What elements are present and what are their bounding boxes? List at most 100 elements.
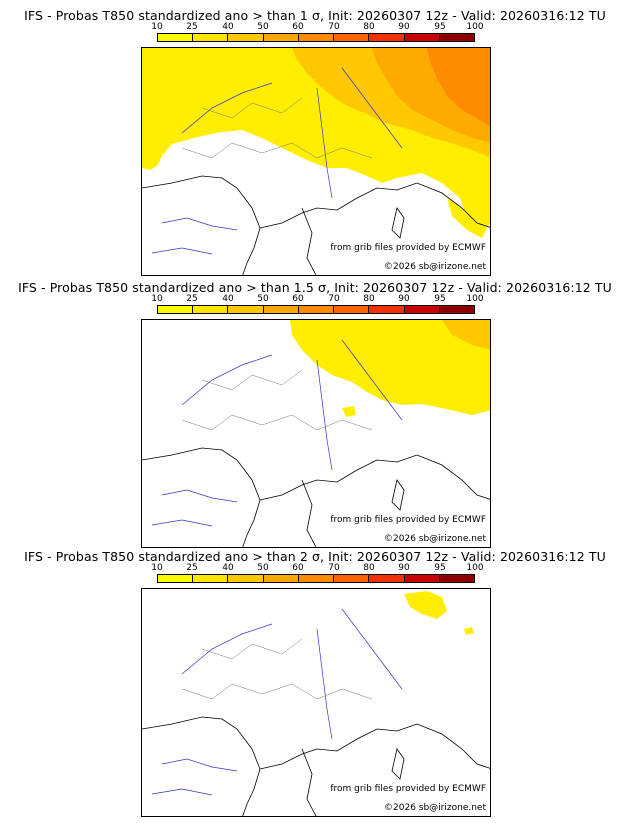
coastline (142, 716, 261, 816)
panel-1-sigma: IFS - Probas T850 standardized ano > tha… (0, 8, 630, 278)
colorbar-label: 50 (257, 294, 269, 304)
river (316, 628, 333, 740)
copyright: ©2026 sb@irizone.net (384, 534, 486, 544)
colorbar-swatch (298, 306, 335, 313)
prob-shade-10 (464, 627, 474, 635)
river (151, 247, 213, 255)
colorbar-swatch (298, 34, 335, 41)
region-border (181, 683, 373, 700)
colorbar-label: 100 (466, 294, 484, 304)
colorbar (157, 33, 475, 42)
corsica-outline (391, 748, 405, 780)
river (316, 359, 333, 471)
source-credit: from grib files provided by ECMWF (330, 784, 486, 794)
colorbar-swatch (158, 34, 194, 41)
colorbar-swatch (334, 34, 370, 41)
prob-shade-10 (404, 591, 447, 619)
colorbar-label: 10 (151, 563, 163, 573)
colorbar (157, 305, 475, 314)
colorbar-swatch (263, 34, 299, 41)
colorbar-label: 50 (257, 563, 269, 573)
colorbar-label: 60 (292, 22, 304, 32)
panel-2-sigma: IFS - Probas T850 standardized ano > tha… (0, 549, 630, 819)
river (181, 354, 273, 406)
map-graphic (142, 591, 490, 816)
colorbar-swatch (158, 575, 194, 582)
colorbar-swatch (334, 306, 370, 313)
corsica-outline (391, 207, 405, 239)
probability-map: from grib files provided by ECMWF ©2026 … (141, 47, 491, 276)
colorbar-swatch (369, 306, 405, 313)
river (341, 608, 403, 690)
colorbar-label: 95 (434, 563, 446, 573)
prob-shade-10 (290, 320, 490, 415)
colorbar-label: 60 (292, 294, 304, 304)
prob-shade-10 (342, 406, 356, 417)
probability-map: from grib files provided by ECMWF ©2026 … (141, 319, 491, 548)
colorbar-label: 40 (222, 563, 234, 573)
colorbar-swatch (228, 306, 264, 313)
colorbar-label: 40 (222, 294, 234, 304)
colorbar-swatch (404, 306, 440, 313)
prob-shade-italy (447, 198, 487, 238)
river (161, 217, 238, 231)
colorbar-swatch (193, 34, 229, 41)
colorbar-swatch (228, 34, 264, 41)
river (151, 788, 213, 796)
panel-title: IFS - Probas T850 standardized ano > tha… (18, 280, 612, 295)
colorbar-swatch (439, 34, 474, 41)
colorbar-swatch (404, 575, 440, 582)
colorbar-label: 70 (328, 294, 340, 304)
corsica-outline (391, 479, 405, 511)
colorbar-label: 95 (434, 294, 446, 304)
panel-title: IFS - Probas T850 standardized ano > tha… (24, 8, 606, 23)
border-line (259, 723, 490, 770)
map-graphic (142, 48, 490, 275)
colorbar-label: 70 (328, 22, 340, 32)
coastline (142, 447, 261, 547)
coastline-med (301, 748, 317, 816)
source-credit: from grib files provided by ECMWF (330, 243, 486, 253)
coastline-med (301, 207, 317, 275)
colorbar-swatch (369, 575, 405, 582)
colorbar-labels: 10 25 40 50 60 70 80 90 95 100 (141, 563, 511, 574)
copyright: ©2026 sb@irizone.net (384, 262, 486, 272)
region-border (181, 414, 373, 431)
copyright: ©2026 sb@irizone.net (384, 803, 486, 813)
coastline-med (301, 479, 317, 547)
river (161, 489, 238, 503)
colorbar-label: 25 (186, 563, 198, 573)
colorbar-label: 80 (363, 563, 375, 573)
colorbar-labels: 10 25 40 50 60 70 80 90 95 100 (141, 22, 511, 33)
colorbar-swatch (298, 575, 335, 582)
colorbar-swatch (228, 575, 264, 582)
river (181, 82, 273, 134)
colorbar-label: 100 (466, 563, 484, 573)
river (316, 87, 333, 199)
prob-shade-60 (427, 48, 490, 127)
colorbar-swatch (158, 306, 194, 313)
river (161, 758, 238, 772)
colorbar-label: 25 (186, 22, 198, 32)
colorbar-label: 60 (292, 563, 304, 573)
colorbar-swatch (263, 306, 299, 313)
colorbar-label: 70 (328, 563, 340, 573)
prob-shade-40 (442, 320, 490, 350)
colorbar-swatch (193, 575, 229, 582)
colorbar-label: 90 (398, 563, 410, 573)
colorbar-label: 90 (398, 294, 410, 304)
colorbar-labels: 10 25 40 50 60 70 80 90 95 100 (141, 294, 511, 305)
region-border (181, 142, 373, 159)
colorbar-label: 80 (363, 294, 375, 304)
colorbar-label: 80 (363, 22, 375, 32)
river (341, 339, 403, 421)
river (181, 623, 273, 675)
colorbar (157, 574, 475, 583)
border-line (259, 454, 490, 501)
region-border (201, 97, 303, 119)
probability-map: from grib files provided by ECMWF ©2026 … (141, 588, 491, 817)
colorbar-swatch (404, 34, 440, 41)
colorbar-label: 90 (398, 22, 410, 32)
colorbar-label: 10 (151, 22, 163, 32)
colorbar-label: 50 (257, 22, 269, 32)
